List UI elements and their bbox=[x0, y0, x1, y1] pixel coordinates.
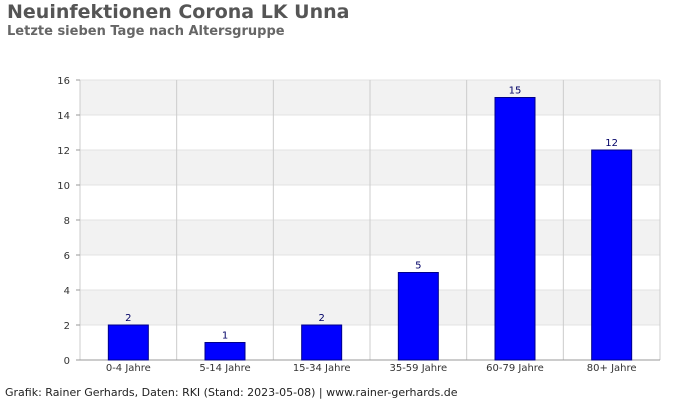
x-tick-label: 35-59 Jahre bbox=[389, 363, 447, 374]
bar-value-label: 5 bbox=[415, 261, 421, 272]
x-tick-label: 5-14 Jahre bbox=[199, 363, 250, 374]
y-tick-label: 4 bbox=[64, 286, 70, 297]
bar-value-label: 12 bbox=[605, 138, 618, 149]
bar bbox=[591, 149, 633, 361]
y-tick-label: 8 bbox=[64, 216, 70, 227]
bar-value-label: 15 bbox=[509, 86, 522, 97]
bar bbox=[397, 272, 439, 361]
chart-subtitle: Letzte sieben Tage nach Altersgruppe bbox=[7, 24, 285, 39]
bar-value-label: 1 bbox=[222, 331, 228, 342]
bar-value-label: 2 bbox=[125, 313, 131, 324]
bar-value-label: 2 bbox=[318, 313, 324, 324]
y-tick-label: 14 bbox=[57, 111, 70, 122]
x-tick-label: 15-34 Jahre bbox=[293, 363, 351, 374]
y-tick-label: 6 bbox=[64, 251, 70, 262]
bar bbox=[301, 324, 343, 361]
bar bbox=[107, 324, 149, 361]
x-tick-label: 80+ Jahre bbox=[587, 363, 637, 374]
bar bbox=[494, 97, 536, 361]
x-tick-label: 0-4 Jahre bbox=[106, 363, 151, 374]
y-tick-label: 12 bbox=[57, 146, 70, 157]
y-tick-label: 0 bbox=[64, 356, 70, 367]
chart-title: Neuinfektionen Corona LK Unna bbox=[7, 1, 350, 23]
y-tick-label: 16 bbox=[57, 76, 70, 87]
x-tick-label: 60-79 Jahre bbox=[486, 363, 544, 374]
source-credit: Grafik: Rainer Gerhards, Daten: RKI (Sta… bbox=[5, 386, 458, 399]
bar bbox=[204, 342, 246, 361]
y-tick-label: 2 bbox=[64, 321, 70, 332]
y-tick-label: 10 bbox=[57, 181, 70, 192]
